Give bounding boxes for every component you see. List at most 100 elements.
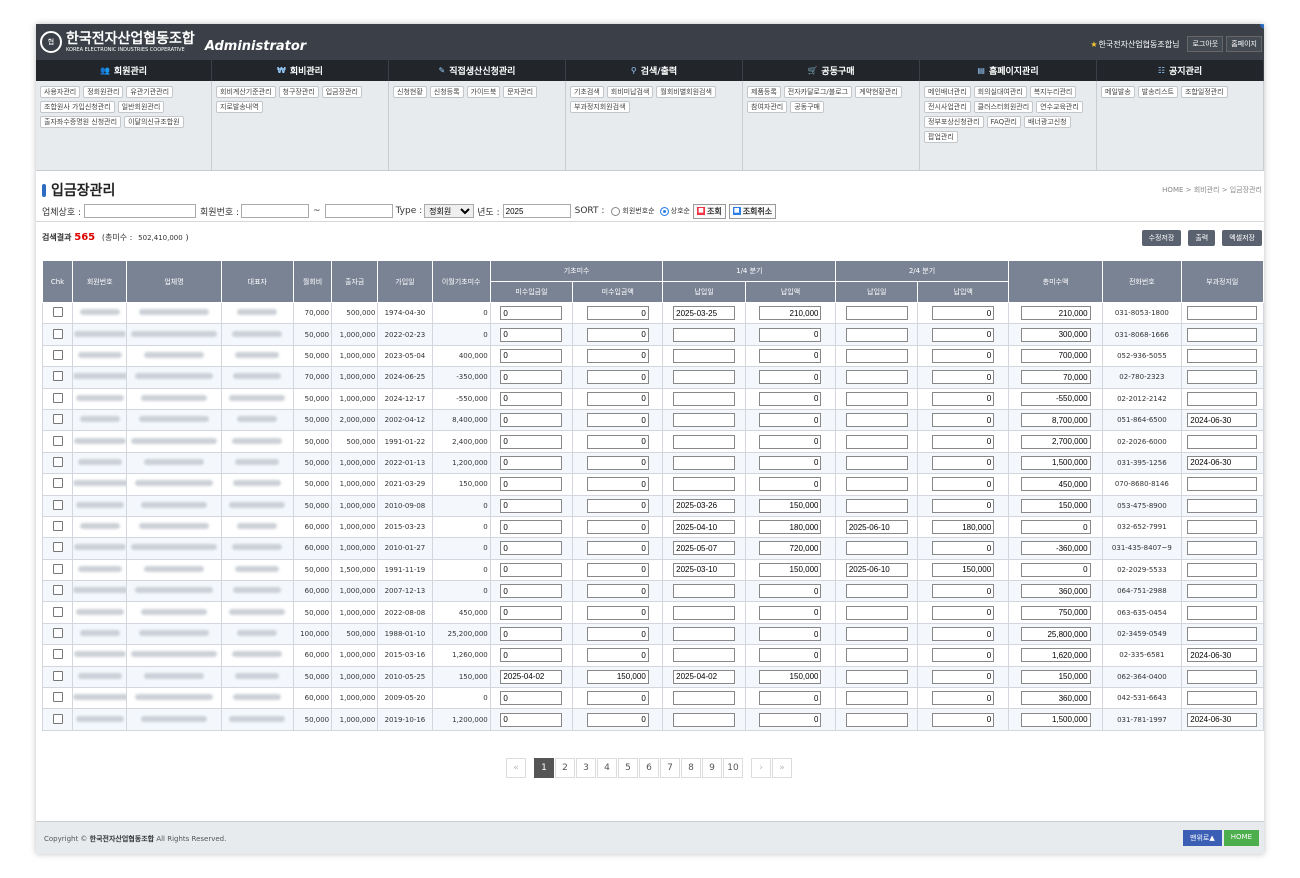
page-button[interactable]: 5 <box>618 758 638 778</box>
q2-date-input[interactable] <box>845 562 908 577</box>
base-amount-input[interactable] <box>586 520 649 535</box>
q1-amount-input[interactable] <box>759 370 822 385</box>
base-amount-input[interactable] <box>586 477 649 492</box>
submenu-item[interactable]: 연수교육관리 <box>1036 101 1083 113</box>
base-date-input[interactable] <box>500 605 563 620</box>
company-input[interactable] <box>84 204 197 218</box>
row-checkbox[interactable] <box>52 456 63 467</box>
q2-date-input[interactable] <box>845 712 908 727</box>
total-unpaid-input[interactable] <box>1020 327 1091 342</box>
q1-amount-input[interactable] <box>759 627 822 642</box>
base-amount-input[interactable] <box>586 413 649 428</box>
submenu-item[interactable]: 배너광고신청 <box>1023 116 1071 128</box>
submenu-item[interactable]: 공동구매 <box>790 101 824 113</box>
q1-date-input[interactable] <box>673 348 736 363</box>
submenu-item[interactable]: 조합일정관리 <box>1180 86 1228 98</box>
submenu-item[interactable]: 계약현황관리 <box>855 86 902 98</box>
print-button[interactable]: 출력 <box>1188 230 1216 246</box>
total-unpaid-input[interactable] <box>1020 370 1091 385</box>
q1-date-input[interactable] <box>673 541 736 556</box>
submenu-item[interactable]: 청구장관리 <box>278 86 319 98</box>
row-checkbox[interactable] <box>52 628 63 639</box>
q1-date-input[interactable] <box>673 455 736 470</box>
q1-date-input[interactable] <box>673 712 736 727</box>
row-checkbox[interactable] <box>52 478 63 489</box>
base-amount-input[interactable] <box>586 562 649 577</box>
q1-amount-input[interactable] <box>759 391 822 406</box>
row-checkbox[interactable] <box>52 349 63 360</box>
row-checkbox[interactable] <box>52 392 63 403</box>
q2-date-input[interactable] <box>845 306 908 321</box>
submenu-item[interactable]: 전자카달로그/블로그 <box>783 86 853 98</box>
nav-search[interactable]: ⚲ 검색/출력 <box>566 60 743 81</box>
total-unpaid-input[interactable] <box>1020 627 1091 642</box>
q2-amount-input[interactable] <box>932 605 995 620</box>
submenu-item[interactable]: 전시사업관리 <box>924 101 971 113</box>
q2-amount-input[interactable] <box>932 370 995 385</box>
row-checkbox[interactable] <box>52 542 63 553</box>
home-button[interactable]: HOME <box>1223 830 1259 846</box>
base-amount-input[interactable] <box>586 669 649 684</box>
q1-date-input[interactable] <box>673 498 736 513</box>
page-button[interactable]: 10 <box>723 758 743 778</box>
submenu-item[interactable]: 출자좌수증명원 신청관리 <box>40 116 122 128</box>
base-date-input[interactable] <box>500 562 563 577</box>
save-edits-button[interactable]: 수정저장 <box>1141 230 1182 246</box>
q1-amount-input[interactable] <box>759 434 822 449</box>
base-date-input[interactable] <box>500 520 563 535</box>
submenu-item[interactable]: 메인배너관리 <box>924 86 971 98</box>
q1-amount-input[interactable] <box>759 520 822 535</box>
q1-amount-input[interactable] <box>759 562 822 577</box>
q2-amount-input[interactable] <box>932 562 995 577</box>
base-amount-input[interactable] <box>586 605 649 620</box>
base-date-input[interactable] <box>500 584 563 599</box>
q2-amount-input[interactable] <box>932 455 995 470</box>
member-no-to-input[interactable] <box>324 204 393 218</box>
total-unpaid-input[interactable] <box>1020 391 1091 406</box>
base-amount-input[interactable] <box>586 584 649 599</box>
q2-date-input[interactable] <box>845 498 908 513</box>
stop-date-input[interactable] <box>1187 627 1258 642</box>
q2-date-input[interactable] <box>845 348 908 363</box>
q1-date-input[interactable] <box>673 691 736 706</box>
total-unpaid-input[interactable] <box>1020 541 1091 556</box>
last-page-button[interactable]: » <box>772 758 792 778</box>
submenu-item[interactable]: 지로발송내역 <box>216 101 263 113</box>
submenu-item[interactable]: 월회비별회원검색 <box>656 86 716 98</box>
total-unpaid-input[interactable] <box>1020 455 1091 470</box>
base-date-input[interactable] <box>500 627 563 642</box>
q2-amount-input[interactable] <box>932 669 995 684</box>
submenu-item[interactable]: 신청현황 <box>393 86 427 98</box>
q2-date-input[interactable] <box>845 477 908 492</box>
logo[interactable]: 협 한국전자산업협동조합 KOREA ELECTRONIC INDUSTRIES… <box>40 31 195 53</box>
submenu-item[interactable]: 사용자관리 <box>40 86 81 98</box>
q2-amount-input[interactable] <box>932 541 995 556</box>
base-amount-input[interactable] <box>586 498 649 513</box>
q2-amount-input[interactable] <box>932 434 995 449</box>
q1-amount-input[interactable] <box>759 498 822 513</box>
q2-date-input[interactable] <box>845 584 908 599</box>
total-unpaid-input[interactable] <box>1020 712 1091 727</box>
q2-date-input[interactable] <box>845 605 908 620</box>
base-date-input[interactable] <box>500 669 563 684</box>
base-date-input[interactable] <box>500 391 563 406</box>
stop-date-input[interactable] <box>1187 584 1258 599</box>
stop-date-input[interactable] <box>1187 541 1258 556</box>
row-checkbox[interactable] <box>52 670 63 681</box>
total-unpaid-input[interactable] <box>1020 498 1091 513</box>
base-amount-input[interactable] <box>586 691 649 706</box>
q1-date-input[interactable] <box>673 605 736 620</box>
base-amount-input[interactable] <box>586 648 649 663</box>
q2-amount-input[interactable] <box>932 648 995 663</box>
q1-date-input[interactable] <box>673 562 736 577</box>
submenu-item[interactable]: 발송리스트 <box>1137 86 1178 98</box>
base-amount-input[interactable] <box>586 306 649 321</box>
query-button[interactable]: ■ 조회 <box>692 203 726 219</box>
row-checkbox[interactable] <box>52 414 63 425</box>
logout-button[interactable]: 로그아웃 <box>1187 36 1224 52</box>
q2-date-input[interactable] <box>845 520 908 535</box>
q1-date-input[interactable] <box>673 391 736 406</box>
